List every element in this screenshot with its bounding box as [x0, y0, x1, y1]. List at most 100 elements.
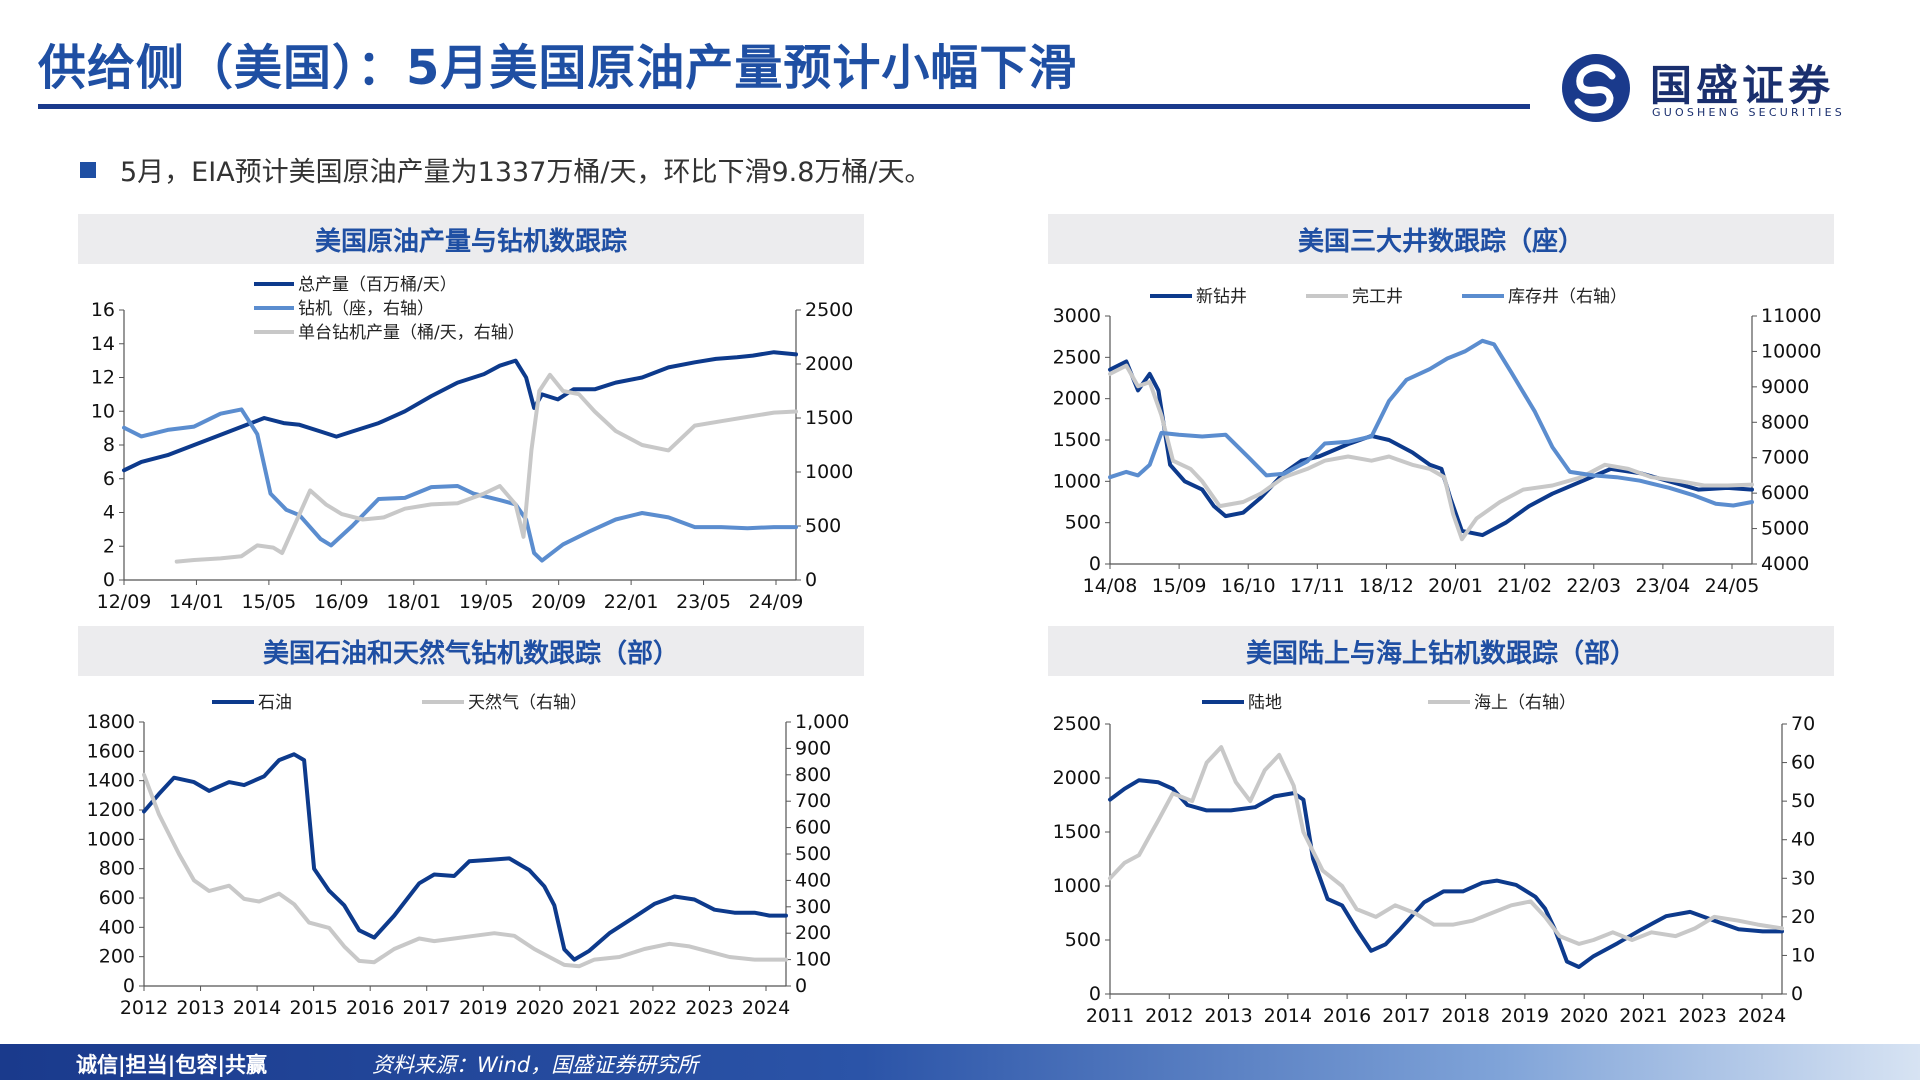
chart-onshore-offshore: 0 500 1000 1500 2000 2500 0 10 20 30 40 50 60 70 2011 2…: [1053, 693, 1816, 1026]
y-tick-label-right: 50: [1791, 790, 1815, 812]
y-tick-label-right: 2500: [805, 299, 853, 321]
x-tick-label: 2024: [742, 997, 790, 1019]
y-tick-label-right: 10000: [1761, 340, 1821, 362]
y-tick-label-left: 200: [99, 946, 135, 968]
x-tick-label: 16/10: [1221, 575, 1276, 597]
y-tick-label-left: 1600: [87, 740, 135, 762]
x-tick-label: 23/04: [1636, 575, 1691, 597]
y-tick-label-right: 4000: [1761, 553, 1809, 575]
y-tick-label-right: 400: [795, 869, 831, 891]
y-tick-label-left: 1000: [1053, 470, 1101, 492]
y-tick-label-left: 1800: [87, 711, 135, 733]
y-tick-label-left: 2000: [1053, 767, 1101, 789]
x-tick-label: 2012: [120, 997, 168, 1019]
y-tick-label-left: 1400: [87, 770, 135, 792]
series-line-2: [174, 372, 798, 564]
y-tick-label-left: 500: [1065, 512, 1101, 534]
y-tick-label-left: 8: [103, 434, 115, 456]
logo-name-cn: 国盛证券: [1650, 61, 1835, 110]
y-tick-label-right: 900: [795, 737, 831, 759]
logo-mark-icon: [1562, 54, 1630, 122]
y-tick-label-right: 1500: [805, 407, 853, 429]
y-tick-label-left: 0: [103, 569, 115, 591]
y-tick-label-right: 200: [795, 922, 831, 944]
y-tick-label-left: 4: [103, 502, 115, 524]
x-tick-label: 24/05: [1705, 575, 1760, 597]
series-line-0: [1108, 778, 1784, 969]
legend-label-0: 陆地: [1248, 693, 1282, 713]
x-tick-label: 15/09: [1152, 575, 1207, 597]
x-tick-label: 2017: [403, 997, 451, 1019]
x-tick-label: 2016: [346, 997, 394, 1019]
legend-label-1: 钻机（座，右轴）: [298, 299, 434, 319]
y-tick-label-right: 10: [1791, 944, 1815, 966]
series-line-0: [122, 350, 798, 473]
y-tick-label-right: 500: [795, 843, 831, 865]
y-tick-label-left: 12: [91, 367, 115, 389]
x-tick-label: 2021: [572, 997, 620, 1019]
x-tick-label: 2012: [1145, 1005, 1193, 1026]
footer-source: 资料来源：Wind，国盛证券研究所: [372, 1053, 699, 1077]
y-tick-label-right: 11000: [1761, 305, 1821, 327]
y-tick-label-left: 600: [99, 887, 135, 909]
chart-title-wells: 美国三大井数跟踪（座）: [1048, 214, 1834, 264]
x-tick-label: 2014: [233, 997, 281, 1019]
x-tick-label: 15/05: [242, 591, 297, 613]
y-tick-label-left: 500: [1065, 929, 1101, 951]
legend-label-1: 海上（右轴）: [1474, 693, 1576, 713]
y-tick-label-right: 60: [1791, 752, 1815, 774]
x-tick-label: 21/02: [1497, 575, 1552, 597]
y-tick-label-right: 0: [1791, 983, 1803, 1005]
y-tick-label-left: 0: [123, 975, 135, 997]
legend-label-1: 天然气（右轴）: [468, 693, 587, 713]
x-tick-label: 14/08: [1083, 575, 1138, 597]
x-tick-label: 2013: [176, 997, 224, 1019]
legend-label-2: 库存井（右轴）: [1508, 287, 1627, 307]
y-tick-label-left: 400: [99, 916, 135, 938]
chart-title-onshore-offshore: 美国陆上与海上钻机数跟踪（部）: [1048, 626, 1834, 676]
y-tick-label-left: 1500: [1053, 429, 1101, 451]
y-tick-label-right: 700: [795, 790, 831, 812]
chart-oil-gas-rigs: 0 200 400 600 800 1000 1200 1400 1600 1800 0 100 200…: [87, 693, 850, 1019]
legend-label-1: 完工井: [1352, 287, 1403, 307]
series-line-1: [1108, 363, 1754, 542]
y-tick-label-right: 2000: [805, 353, 853, 375]
legend-label-2: 单台钻机产量（桶/天，右轴）: [298, 323, 525, 343]
y-tick-label-left: 0: [1089, 553, 1101, 575]
x-tick-label: 23/05: [676, 591, 731, 613]
chart-title-production-rigs: 美国原油产量与钻机数跟踪: [78, 214, 864, 264]
x-tick-label: 2014: [1264, 1005, 1312, 1026]
footer-bar: [0, 1044, 1920, 1080]
x-tick-label: 16/09: [314, 591, 369, 613]
x-tick-label: 2019: [1501, 1005, 1549, 1026]
x-tick-label: 24/09: [749, 591, 804, 613]
y-tick-label-right: 1,000: [795, 711, 849, 733]
bullet-square-icon: [80, 161, 96, 178]
y-tick-label-left: 2500: [1053, 713, 1101, 735]
chart-title-oil-gas-rigs: 美国石油和天然气钻机数跟踪（部）: [78, 626, 864, 676]
y-tick-label-left: 10: [91, 400, 115, 422]
y-tick-label-right: 70: [1791, 713, 1815, 735]
x-tick-label: 2018: [1441, 1005, 1489, 1026]
y-tick-label-right: 1000: [805, 461, 853, 483]
y-tick-label-left: 16: [91, 299, 115, 321]
x-tick-label: 17/11: [1290, 575, 1345, 597]
footer-slogan: 诚信|担当|包容|共赢: [76, 1053, 268, 1077]
y-tick-label-right: 8000: [1761, 411, 1809, 433]
chart-wells: 0 500 1000 1500 2000 2500 3000 4000 5000 6000 7000…: [1053, 287, 1822, 597]
x-tick-label: 2015: [289, 997, 337, 1019]
page-title: 供给侧（美国）：5月美国原油产量预计小幅下滑: [38, 40, 1078, 96]
y-tick-label-left: 3000: [1053, 305, 1101, 327]
summary-bullet: 5月，EIA预计美国原油产量为1337万桶/天，环比下滑9.8万桶/天。: [80, 150, 932, 189]
y-tick-label-right: 9000: [1761, 376, 1809, 398]
x-tick-label: 14/01: [169, 591, 224, 613]
y-tick-label-right: 7000: [1761, 447, 1809, 469]
x-tick-label: 2023: [685, 997, 733, 1019]
x-tick-label: 22/03: [1566, 575, 1621, 597]
y-tick-label-right: 0: [805, 569, 817, 591]
x-tick-label: 2016: [1323, 1005, 1371, 1026]
x-tick-label: 2020: [516, 997, 564, 1019]
y-tick-label-left: 1000: [1053, 875, 1101, 897]
x-tick-label: 20/01: [1428, 575, 1483, 597]
y-tick-label-left: 6: [103, 468, 115, 490]
